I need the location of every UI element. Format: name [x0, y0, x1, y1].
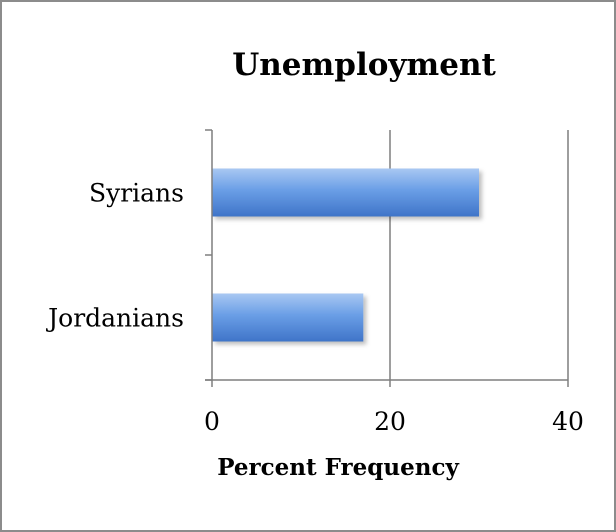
y-tick-label-jordanians: Jordanians: [45, 304, 184, 333]
chart-title: Unemployment: [232, 47, 496, 83]
y-tick-label-syrians: Syrians: [89, 179, 184, 208]
axes: [205, 129, 569, 387]
y-tick-labels: Jordanians Syrians: [45, 179, 184, 333]
bar-syrians: [212, 168, 479, 217]
x-axis-label: Percent Frequency: [217, 454, 459, 481]
bars: [212, 168, 479, 342]
x-tick-labels: 0 20 40: [204, 407, 584, 436]
x-tick-label-40: 40: [552, 407, 584, 436]
bar-jordanians: [212, 293, 364, 342]
x-tick-label-0: 0: [204, 407, 220, 436]
x-tick-label-20: 20: [374, 407, 406, 436]
gridlines: [389, 130, 569, 380]
